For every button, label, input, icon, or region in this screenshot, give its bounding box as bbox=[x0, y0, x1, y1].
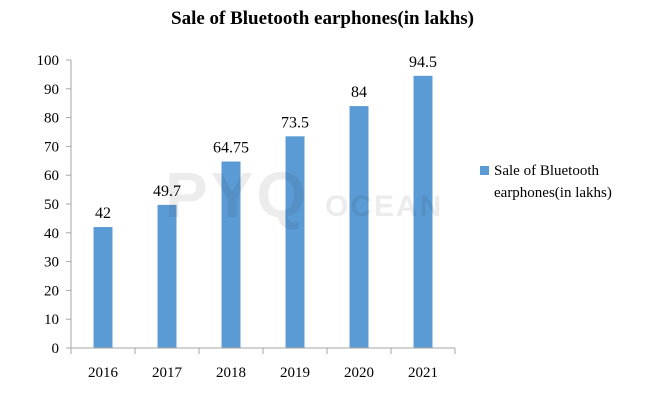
x-tick-label: 2021 bbox=[408, 365, 438, 381]
bar bbox=[93, 227, 113, 348]
chart-title: Sale of Bluetooth earphones(in lakhs) bbox=[171, 8, 474, 29]
bar bbox=[349, 106, 369, 348]
data-label: 49.7 bbox=[153, 183, 181, 200]
y-tick-label: 60 bbox=[44, 168, 59, 184]
y-tick-label: 80 bbox=[44, 111, 59, 127]
y-tick-label: 0 bbox=[52, 341, 60, 357]
bar bbox=[413, 75, 433, 348]
y-tick-label: 20 bbox=[44, 283, 59, 299]
x-tick-label: 2016 bbox=[88, 365, 119, 381]
legend-swatch bbox=[480, 166, 489, 175]
data-label: 73.5 bbox=[281, 114, 309, 131]
x-tick-label: 2019 bbox=[280, 365, 310, 381]
y-tick-label: 50 bbox=[44, 197, 59, 213]
bar bbox=[157, 204, 177, 348]
y-tick-label: 70 bbox=[44, 139, 59, 155]
data-label: 94.5 bbox=[409, 54, 437, 71]
x-tick-label: 2018 bbox=[216, 365, 246, 381]
data-label: 84 bbox=[351, 84, 367, 101]
y-tick-label: 40 bbox=[44, 226, 59, 242]
x-tick-label: 2020 bbox=[344, 365, 374, 381]
x-axis: 2016 2017 2018 2019 2020 2021 bbox=[70, 347, 456, 381]
legend: Sale of Bluetooth earphones(in lakhs) bbox=[480, 160, 644, 204]
y-axis: 0 10 20 30 40 50 60 70 80 90 100 bbox=[37, 53, 72, 357]
bar bbox=[285, 136, 305, 348]
y-tick-label: 30 bbox=[44, 255, 59, 271]
data-label: 42 bbox=[95, 205, 111, 222]
bar-series: 42 49.7 64.75 73.5 84 94.5 bbox=[93, 54, 437, 348]
y-tick-label: 100 bbox=[37, 53, 60, 69]
legend-label: Sale of Bluetooth earphones(in lakhs) bbox=[494, 163, 612, 201]
y-tick-label: 10 bbox=[44, 312, 59, 328]
y-tick-label: 90 bbox=[44, 82, 59, 98]
bar bbox=[221, 161, 241, 348]
x-tick-label: 2017 bbox=[152, 365, 183, 381]
data-label: 64.75 bbox=[213, 140, 249, 157]
